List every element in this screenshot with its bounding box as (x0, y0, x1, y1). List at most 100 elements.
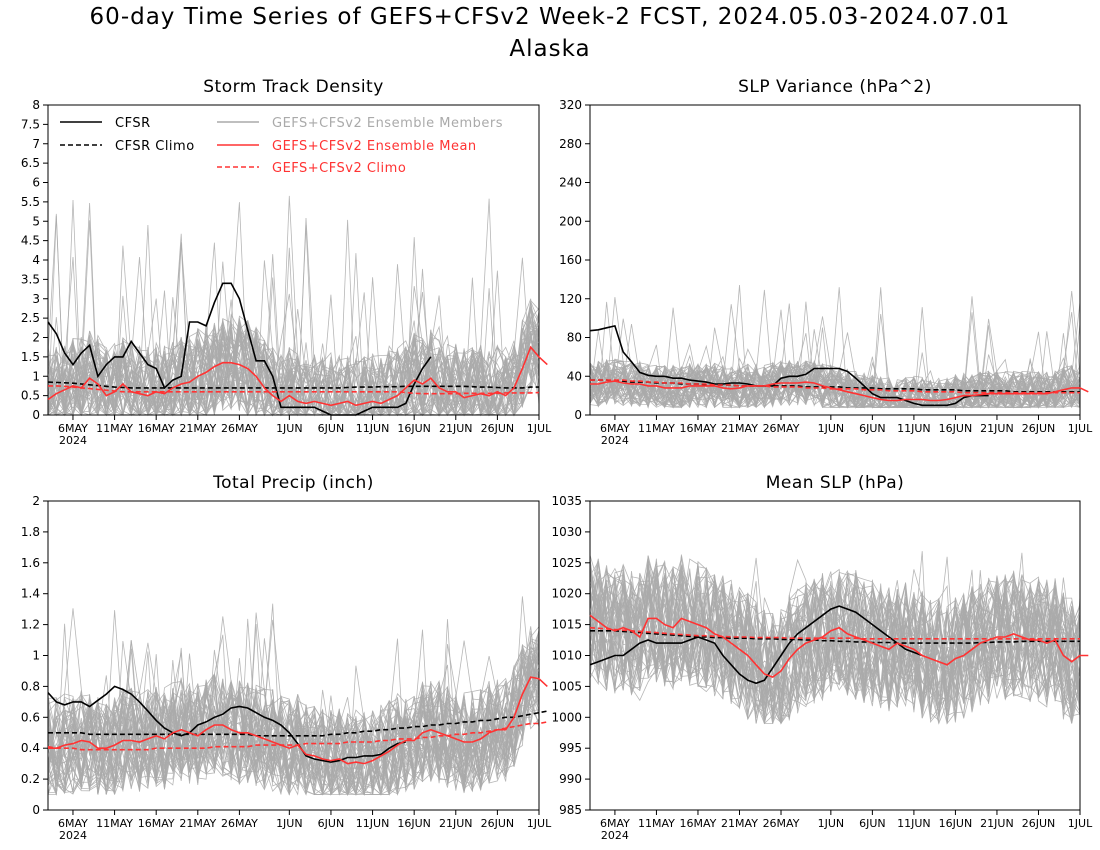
y-tick-label: 1.4 (21, 587, 40, 601)
ensemble-member-line (589, 556, 1081, 724)
y-tick-label: 2 (32, 494, 40, 508)
x-tick-label: 11JUN (897, 422, 931, 435)
legend-members-label: GEFS+CFSv2 Ensemble Members (272, 116, 503, 131)
x-tick-label: 26MAY (763, 422, 800, 435)
legend-model-climo-label: GEFS+CFSv2 Climo (272, 161, 406, 176)
x-tick-label: 16JUN (397, 817, 431, 830)
x-tick-label: 11MAY (638, 817, 675, 830)
x-tick-label: 6MAY (58, 422, 88, 435)
ensemble-member-line (589, 312, 1081, 409)
ensemble-member-line (47, 616, 540, 796)
x-tick-label: 26MAY (221, 422, 258, 435)
ensemble-member-line (589, 566, 1081, 724)
y-tick-label: 1.5 (21, 350, 40, 364)
y-tick-label: 320 (559, 98, 582, 112)
gefs-cfsv2-climo-line (589, 626, 1080, 640)
x-year-label: 2024 (601, 829, 629, 842)
legend-cfsr-label: CFSR (115, 116, 151, 131)
y-tick-label: 995 (559, 741, 582, 755)
x-year-label: 2024 (59, 434, 87, 447)
x-tick-label: 21JUN (980, 422, 1014, 435)
y-tick-label: 80 (567, 331, 582, 345)
x-tick-label: 6MAY (58, 817, 88, 830)
cfsr-climo-line (47, 381, 539, 389)
y-tick-label: 6.5 (21, 156, 40, 170)
ensemble-member-line (47, 610, 540, 796)
cfsr-line (47, 685, 406, 763)
y-tick-label: 3 (32, 292, 40, 306)
x-tick-label: 16MAY (138, 422, 175, 435)
y-tick-label: 0.4 (21, 741, 40, 755)
x-tick-label: 6JUN (318, 422, 345, 435)
y-tick-label: 8 (32, 98, 40, 112)
ensemble-member-line (47, 641, 540, 796)
y-tick-label: 1015 (551, 618, 582, 632)
x-tick-label: 16MAY (680, 422, 717, 435)
x-tick-label: 1JUL (527, 422, 552, 435)
x-tick-label: 6JUN (859, 422, 886, 435)
y-tick-label: 7 (32, 137, 40, 151)
y-tick-label: 2 (32, 331, 40, 345)
ensemble-member-line (589, 360, 1081, 409)
ensemble-member-line (589, 344, 1081, 409)
gefs-cfsv2-climo-line (47, 721, 548, 751)
y-tick-label: 0.5 (21, 389, 40, 403)
x-tick-label: 16MAY (680, 817, 717, 830)
y-tick-label: 1030 (551, 525, 582, 539)
gefs-cfsv2-ensemble-mean-line (589, 614, 1089, 679)
ensemble-member-line (47, 640, 540, 795)
y-tick-label: 120 (559, 292, 582, 306)
y-tick-label: 1.6 (21, 556, 40, 570)
cfsr-line (47, 282, 432, 416)
legend-ensmean-label: GEFS+CFSv2 Ensemble Mean (272, 139, 477, 154)
ensemble-member-line (589, 587, 1081, 724)
y-tick-label: 40 (567, 369, 582, 383)
x-tick-label: 11JUN (897, 817, 931, 830)
x-tick-label: 26MAY (763, 817, 800, 830)
y-tick-label: 4.5 (21, 234, 40, 248)
x-tick-label: 11MAY (96, 422, 133, 435)
x-tick-label: 1JUL (1068, 422, 1093, 435)
cfsr-line (589, 324, 989, 407)
y-tick-label: 240 (559, 176, 582, 190)
gefs-cfsv2-ensemble-mean-line (590, 380, 1089, 402)
x-tick-label: 26JUN (481, 422, 515, 435)
y-tick-label: 0 (32, 803, 40, 817)
y-tick-label: 1 (32, 369, 40, 383)
ensemble-member-line (47, 257, 540, 417)
y-tick-label: 7.5 (21, 117, 40, 131)
y-tick-label: 0.2 (21, 772, 40, 786)
y-tick-label: 6 (32, 176, 40, 190)
x-year-label: 2024 (59, 829, 87, 842)
ensemble-member-line (589, 354, 1081, 409)
y-tick-label: 280 (559, 137, 582, 151)
y-tick-label: 1025 (551, 556, 582, 570)
legend-cfsr-climo-label: CFSR Climo (115, 139, 195, 154)
x-tick-label: 11MAY (638, 422, 675, 435)
x-tick-label: 21JUN (980, 817, 1014, 830)
ensemble-member-line (589, 555, 1081, 713)
ensemble-member-line (589, 360, 1081, 409)
x-tick-label: 21MAY (721, 422, 758, 435)
x-tick-label: 6JUN (318, 817, 345, 830)
x-tick-label: 16JUN (939, 817, 973, 830)
ensemble-member-line (47, 320, 540, 417)
y-tick-label: 0.8 (21, 679, 40, 693)
panel-title: SLP Variance (hPa^2) (738, 77, 932, 97)
y-tick-label: 200 (559, 214, 582, 228)
ensemble-member-line (47, 242, 540, 417)
y-tick-label: 1000 (551, 710, 582, 724)
page-title: 60-day Time Series of GEFS+CFSv2 Week-2 … (89, 4, 1011, 30)
y-tick-label: 1010 (551, 649, 582, 663)
x-tick-label: 21JUN (439, 817, 473, 830)
cfsr-line (589, 605, 923, 685)
x-tick-label: 26JUN (1022, 422, 1056, 435)
y-tick-label: 2.5 (21, 311, 40, 325)
y-tick-label: 1035 (551, 494, 582, 508)
y-tick-label: 1 (32, 649, 40, 663)
x-tick-label: 1JUN (818, 817, 845, 830)
gefs-cfsv2-climo-line (590, 379, 1080, 394)
y-tick-label: 1.2 (21, 618, 40, 632)
gefs-cfsv2-climo-line (48, 385, 540, 395)
x-tick-label: 16JUN (397, 422, 431, 435)
